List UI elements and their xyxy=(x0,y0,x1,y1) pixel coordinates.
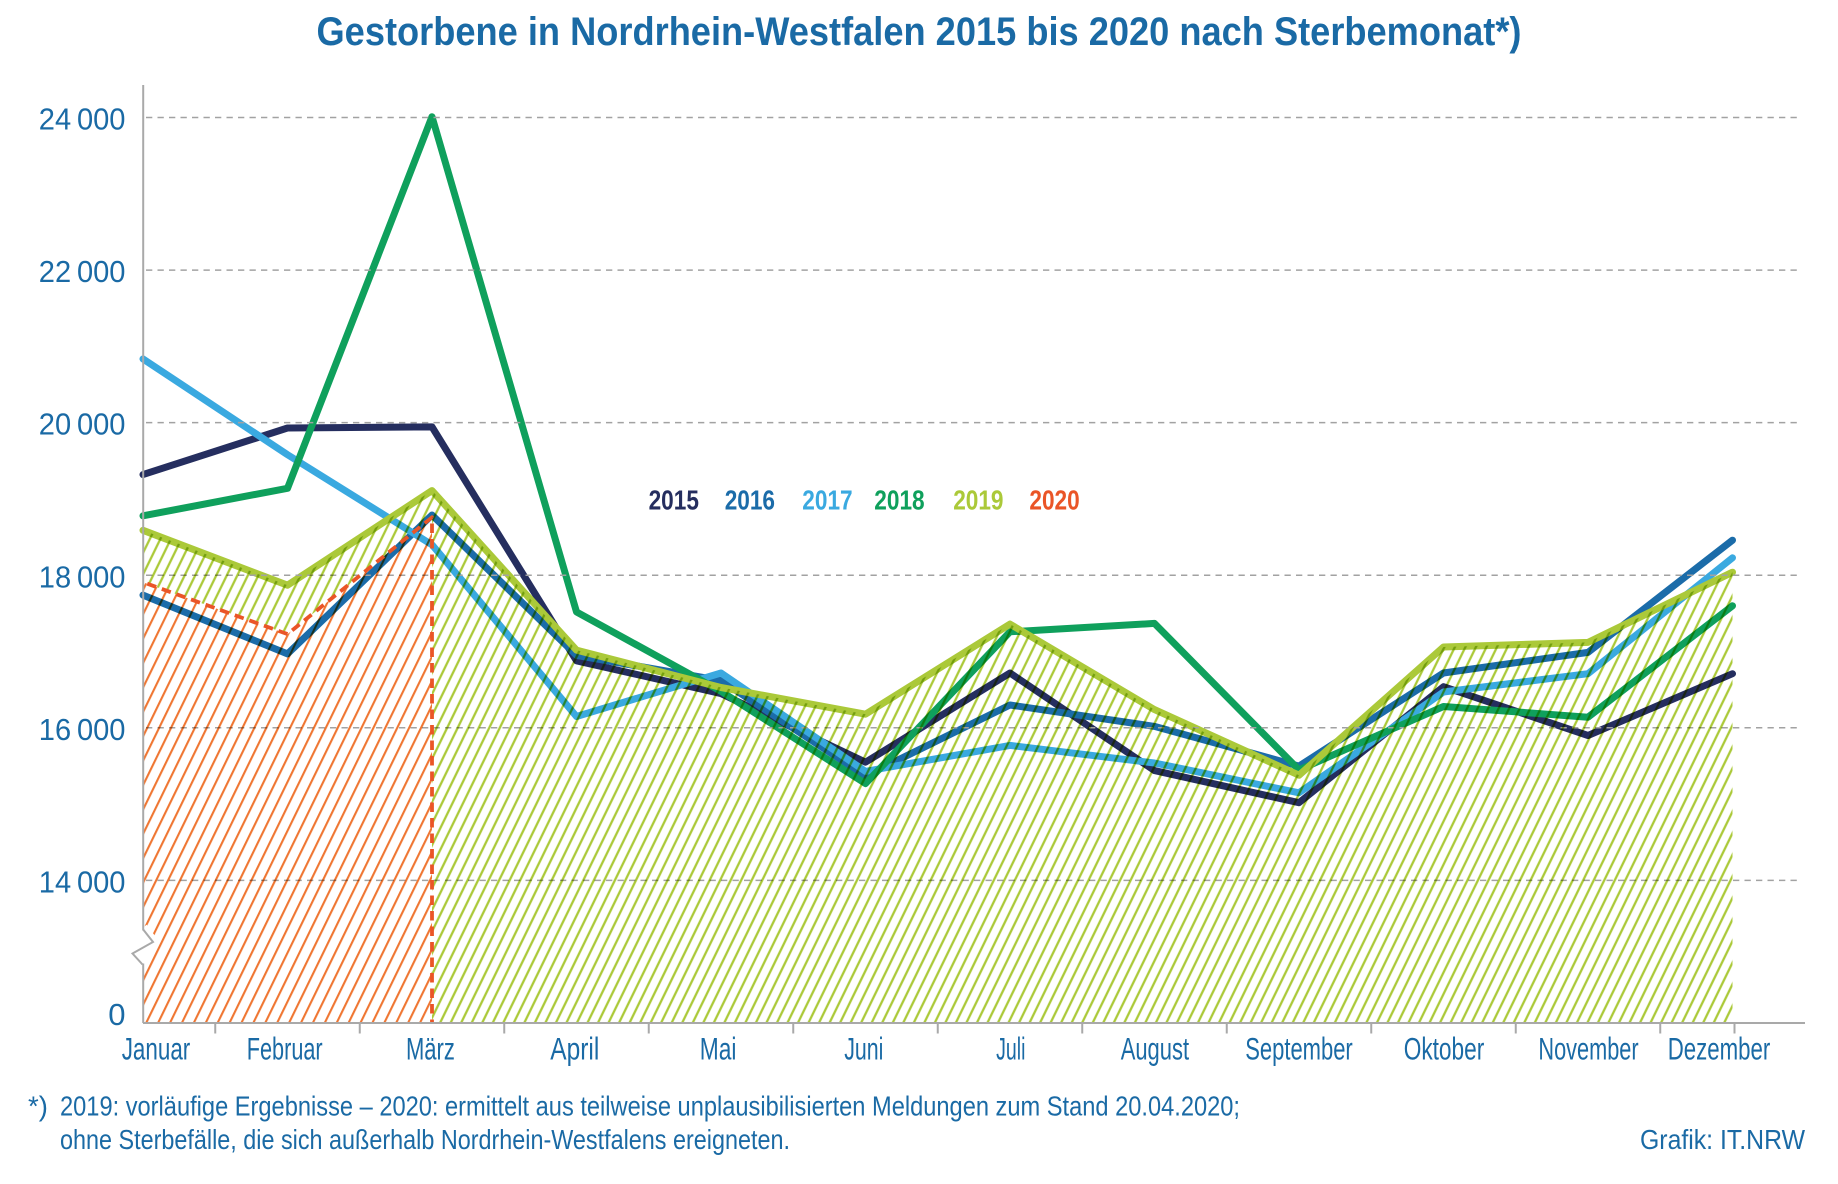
svg-text:0: 0 xyxy=(108,997,125,1032)
svg-text:*): *) xyxy=(28,1091,48,1122)
svg-text:18 000: 18 000 xyxy=(39,559,126,594)
svg-text:2018: 2018 xyxy=(874,484,924,515)
svg-text:April: April xyxy=(550,1031,599,1067)
svg-text:2016: 2016 xyxy=(725,484,775,515)
svg-text:16 000: 16 000 xyxy=(39,712,126,747)
svg-text:2015: 2015 xyxy=(649,484,699,515)
svg-text:Juli: Juli xyxy=(996,1031,1025,1067)
svg-text:September: September xyxy=(1245,1031,1353,1067)
svg-text:22 000: 22 000 xyxy=(39,254,126,289)
svg-text:Dezember: Dezember xyxy=(1668,1031,1771,1067)
svg-text:24 000: 24 000 xyxy=(39,102,126,137)
svg-text:Gestorbene in Nordrhein-Westfa: Gestorbene in Nordrhein-Westfalen 2015 b… xyxy=(317,10,1522,54)
svg-text:März: März xyxy=(406,1031,455,1067)
svg-text:2017: 2017 xyxy=(802,484,852,515)
svg-text:20 000: 20 000 xyxy=(39,407,126,442)
svg-text:Februar: Februar xyxy=(247,1031,323,1067)
svg-text:Oktober: Oktober xyxy=(1404,1031,1485,1067)
svg-text:2019: 2019 xyxy=(953,484,1003,515)
svg-text:2020: 2020 xyxy=(1029,484,1079,515)
svg-text:Juni: Juni xyxy=(844,1031,883,1067)
svg-text:Grafik: IT.NRW: Grafik: IT.NRW xyxy=(1640,1124,1805,1155)
svg-text:November: November xyxy=(1538,1031,1638,1067)
svg-text:Mai: Mai xyxy=(700,1031,737,1067)
svg-text:2019: vorläufige Ergebnisse –: 2019: vorläufige Ergebnisse – 2020: ermi… xyxy=(60,1091,1240,1122)
svg-text:August: August xyxy=(1121,1031,1190,1067)
svg-text:ohne Sterbefälle, die sich auß: ohne Sterbefälle, die sich außerhalb Nor… xyxy=(60,1124,790,1155)
svg-text:Januar: Januar xyxy=(122,1031,191,1067)
svg-text:14 000: 14 000 xyxy=(39,865,126,900)
